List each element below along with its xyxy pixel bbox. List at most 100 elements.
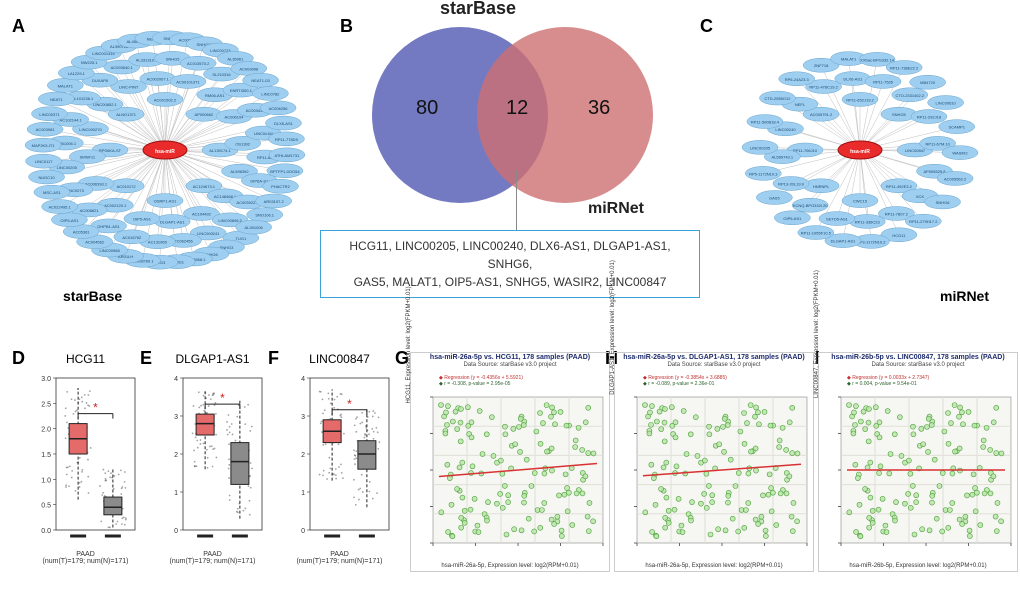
boxplot-f-title: LINC00847 bbox=[282, 352, 397, 366]
svg-text:AC022495.1: AC022495.1 bbox=[48, 205, 71, 210]
svg-text:MSC-AS1: MSC-AS1 bbox=[43, 190, 62, 195]
scatter-h-leg2: r = -0.089, p-value = 2.36e-01 bbox=[648, 381, 714, 387]
svg-text:3.0: 3.0 bbox=[41, 376, 51, 383]
boxplot-e-title: DLGAP1-AS1 bbox=[155, 352, 270, 366]
svg-text:RP11-478C19.2: RP11-478C19.2 bbox=[809, 85, 838, 90]
scatter-g-legend: ◆ Regression (y = -0.4356x + 5.5921) ◆ r… bbox=[439, 375, 523, 387]
scatter-g-subtitle: Data Source: starBase v3.0 project bbox=[411, 362, 609, 368]
svg-text:NUDC10: NUDC10 bbox=[39, 175, 56, 180]
boxplot-d-cap1: PAAD bbox=[28, 551, 143, 558]
svg-text:CTO-2331402.2: CTO-2331402.2 bbox=[895, 93, 924, 98]
scatter-h-legend: ◆ Regression (y = -0.3854x + 3.6885) ◆ r… bbox=[643, 375, 727, 387]
boxplot-f-cap1: PAAD bbox=[282, 551, 397, 558]
svg-text:SMNF11: SMNF11 bbox=[80, 155, 96, 160]
scatter-i-title: hsa-miR-26b-5p vs. LINC00847, 178 sample… bbox=[819, 353, 1017, 362]
svg-text:LINC0117: LINC0117 bbox=[35, 159, 53, 164]
svg-text:ENRTI300-1: ENRTI300-1 bbox=[230, 88, 253, 93]
svg-text:RP11-292J18: RP11-292J18 bbox=[917, 115, 942, 120]
svg-text:ALNG1371: ALNG1371 bbox=[116, 112, 137, 117]
svg-text:AC003098: AC003098 bbox=[239, 66, 259, 71]
svg-text:*: * bbox=[220, 391, 225, 405]
svg-text:3: 3 bbox=[174, 414, 178, 421]
svg-text:RP11-500B18.4: RP11-500B18.4 bbox=[751, 120, 780, 125]
svg-text:LINC00371: LINC00371 bbox=[39, 112, 60, 117]
svg-text:OSRP1-AS1: OSRP1-AS1 bbox=[154, 199, 177, 204]
svg-text:AC104492: AC104492 bbox=[192, 211, 212, 216]
svg-text:LINC00205: LINC00205 bbox=[750, 145, 771, 150]
svg-text:LINC00240: LINC00240 bbox=[775, 127, 796, 132]
scatter-g-leg2: r = -0.308, p-value = 2.95e-05 bbox=[444, 381, 510, 387]
svg-text:AC006104: AC006104 bbox=[225, 115, 245, 120]
svg-text:LINC0782: LINC0782 bbox=[261, 91, 280, 96]
svg-text:TC062456: TC062456 bbox=[174, 238, 193, 243]
venn-connector-line bbox=[516, 170, 517, 230]
svg-text:MALAT1: MALAT1 bbox=[841, 57, 857, 62]
svg-text:AL35961: AL35961 bbox=[227, 56, 244, 61]
boxplot-e-cap2: (num(T)=179; num(N)=171) bbox=[155, 558, 270, 565]
scatter-i-legend: ◆ Regression (y = 0.0033x + 2.7347) ◆ r … bbox=[847, 375, 929, 387]
svg-text:LINC-PINT: LINC-PINT bbox=[119, 85, 139, 90]
network-mirnet: LINC00847RP11-492E3.2CWC15HNRNPLRP11-706… bbox=[710, 10, 1010, 290]
scatter-g: hsa-miR-26a-5p vs. HCG11, 178 samples (P… bbox=[410, 352, 610, 572]
svg-text:AC016762: AC016762 bbox=[122, 235, 142, 240]
svg-text:ATHLAM1731: ATHLAM1731 bbox=[274, 153, 300, 158]
svg-text:*: * bbox=[93, 401, 98, 415]
scatter-h: hsa-miR-26a-5p vs. DLGAP1-AS1, 178 sampl… bbox=[614, 352, 814, 572]
svg-text:CTD-2555O12: CTD-2555O12 bbox=[764, 96, 791, 101]
svg-text:OS1392: OS1392 bbox=[235, 141, 250, 146]
boxplot-d-title: HCG11 bbox=[28, 352, 143, 366]
svg-text:2.5: 2.5 bbox=[41, 401, 51, 408]
svg-text:LINC00847: LINC00847 bbox=[905, 148, 926, 153]
svg-text:NEAT1: NEAT1 bbox=[50, 97, 63, 102]
svg-text:0: 0 bbox=[301, 528, 305, 535]
svg-text:RPS6KA-ST: RPS6KA-ST bbox=[99, 148, 122, 153]
scatter-i-subtitle: Data Source: starBase v3.0 project bbox=[819, 362, 1017, 368]
boxplot-hcg11: HCG11 0.00.51.01.52.02.53.0* PAAD (num(T… bbox=[28, 352, 143, 582]
svg-text:4: 4 bbox=[174, 376, 178, 383]
svg-text:RP11-652J19.2: RP11-652J19.2 bbox=[846, 97, 874, 102]
svg-text:WASIR2: WASIR2 bbox=[952, 151, 968, 156]
svg-text:CWC15: CWC15 bbox=[853, 199, 868, 204]
svg-text:AL391006: AL391006 bbox=[245, 225, 264, 230]
scatter-i: hsa-miR-26b-5p vs. LINC00847, 178 sample… bbox=[818, 352, 1018, 572]
boxplot-f-cap2: (num(T)=179; num(N)=171) bbox=[282, 558, 397, 565]
svg-text:DLGAP1-AS1: DLGAP1-AS1 bbox=[831, 239, 856, 244]
svg-text:OIP5-AS1: OIP5-AS1 bbox=[133, 217, 152, 222]
scatter-i-xlabel: hsa-miR-26b-5p, Expression level: log2(R… bbox=[819, 563, 1017, 569]
svg-text:XCK: XCK bbox=[916, 194, 925, 199]
svg-text:RP6-24A23.3: RP6-24A23.3 bbox=[785, 77, 810, 82]
venn-title-starbase: starBase bbox=[440, 0, 516, 19]
svg-text:AL589743.1: AL589743.1 bbox=[772, 155, 794, 160]
svg-text:hsa-miR: hsa-miR bbox=[850, 149, 870, 155]
svg-text:LINC00205: LINC00205 bbox=[57, 165, 78, 170]
svg-text:AC131965: AC131965 bbox=[148, 240, 168, 245]
svg-text:NEAT1-03: NEAT1-03 bbox=[251, 78, 270, 83]
scatter-g-title: hsa-miR-26a-5p vs. HCG11, 178 samples (P… bbox=[411, 353, 609, 362]
svg-text:RP11-738E22.2: RP11-738E22.2 bbox=[890, 65, 919, 70]
boxplot-dlgap1: DLGAP1-AS1 01234* PAAD (num(T)=179; num(… bbox=[155, 352, 270, 582]
svg-text:MAP2K5-IT1: MAP2K5-IT1 bbox=[32, 143, 56, 148]
svg-text:BPTFP1-0OO54: BPTFP1-0OO54 bbox=[270, 169, 300, 174]
svg-text:RP11-778D9: RP11-778D9 bbox=[275, 137, 299, 142]
svg-text:NEFL: NEFL bbox=[795, 102, 806, 107]
venn-list-line2: GAS5, MALAT1, OIP5-AS1, SNHG5, WASIR2, L… bbox=[331, 273, 689, 291]
svg-text:AC124673.1: AC124673.1 bbox=[193, 184, 216, 189]
svg-text:LA1229.1: LA1229.1 bbox=[68, 71, 86, 76]
venn-overlap-count: 12 bbox=[506, 97, 528, 120]
scatter-h-xlabel: hsa-miR-26a-5p, Expression level: log2(R… bbox=[615, 563, 813, 569]
svg-text:RP11-67M.10: RP11-67M.10 bbox=[925, 141, 950, 146]
svg-text:AC005562.2: AC005562.2 bbox=[944, 176, 967, 181]
svg-text:3: 3 bbox=[301, 414, 305, 421]
svg-text:AP000662: AP000662 bbox=[195, 112, 214, 117]
network-starbase: AL139174.1AC124673.1OSRP1-AS1AC010172RPS… bbox=[15, 10, 315, 290]
venn-right-count: 36 bbox=[588, 97, 610, 120]
svg-text:AC093640.1: AC093640.1 bbox=[111, 65, 134, 70]
svg-text:HCG11: HCG11 bbox=[892, 233, 906, 238]
svg-text:GHPB1-AS1: GHPB1-AS1 bbox=[97, 224, 120, 229]
svg-text:SNO106.1: SNO106.1 bbox=[255, 213, 274, 218]
svg-text:LINC0v1M: LINC0v1M bbox=[254, 131, 273, 136]
svg-text:OIP5-AS1: OIP5-AS1 bbox=[783, 216, 802, 221]
svg-text:ZNF718: ZNF718 bbox=[814, 63, 829, 68]
svg-text:NW225.1: NW225.1 bbox=[81, 60, 98, 65]
svg-text:RP13-20L19.9: RP13-20L19.9 bbox=[778, 181, 805, 186]
